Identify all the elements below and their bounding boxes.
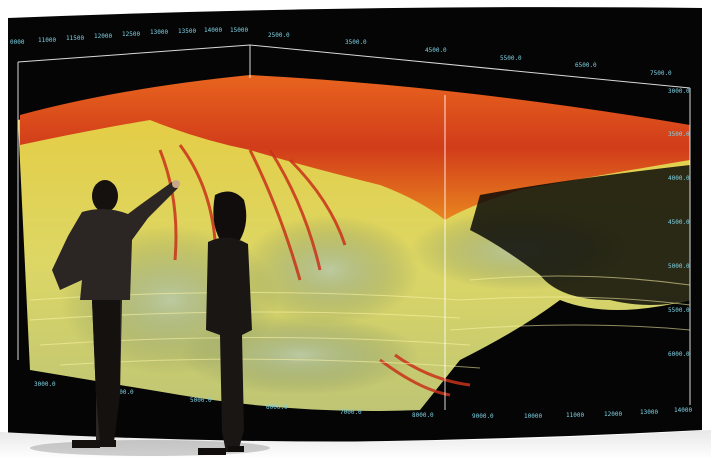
svg-text:8000.0: 8000.0 bbox=[412, 412, 434, 419]
svg-text:4000.0: 4000.0 bbox=[668, 175, 690, 182]
svg-text:5000.0: 5000.0 bbox=[668, 263, 690, 270]
svg-text:14000: 14000 bbox=[674, 407, 692, 414]
floor bbox=[0, 430, 711, 459]
svg-text:3500.0: 3500.0 bbox=[345, 39, 367, 46]
svg-text:14000: 14000 bbox=[204, 27, 222, 34]
seismic-folds bbox=[158, 144, 471, 397]
seismic-mottle bbox=[240, 215, 420, 325]
svg-text:11000: 11000 bbox=[566, 412, 584, 419]
svg-text:4500.0: 4500.0 bbox=[425, 47, 447, 54]
svg-text:6500.0: 6500.0 bbox=[575, 62, 597, 69]
svg-text:6000.0: 6000.0 bbox=[668, 351, 690, 358]
man-figure bbox=[52, 180, 180, 448]
svg-text:0000: 0000 bbox=[10, 39, 25, 46]
bounding-box bbox=[17, 44, 691, 410]
axis-top-right: 2500.0 3500.0 4500.0 5500.0 6500.0 7500.… bbox=[268, 32, 672, 77]
svg-text:4500.0: 4500.0 bbox=[668, 219, 690, 226]
svg-text:4000.0: 4000.0 bbox=[112, 389, 134, 396]
svg-text:15000: 15000 bbox=[230, 27, 248, 34]
svg-text:13000: 13000 bbox=[640, 409, 658, 416]
svg-text:10000: 10000 bbox=[524, 413, 542, 420]
axis-bottom: 3000.0 4000.0 5000.0 6000.0 7000.0 8000.… bbox=[34, 381, 692, 420]
svg-text:12000: 12000 bbox=[94, 33, 112, 40]
svg-text:7500.0: 7500.0 bbox=[650, 70, 672, 77]
seismic-volume-upper bbox=[20, 75, 690, 220]
svg-text:13500: 13500 bbox=[178, 28, 196, 35]
svg-text:9000.0: 9000.0 bbox=[472, 413, 494, 420]
svg-text:6000.0: 6000.0 bbox=[266, 404, 288, 411]
svg-text:3000.0: 3000.0 bbox=[34, 381, 56, 388]
svg-text:12000: 12000 bbox=[604, 411, 622, 418]
seismic-void bbox=[470, 165, 690, 305]
svg-text:3000.0: 3000.0 bbox=[668, 88, 690, 95]
svg-text:12500: 12500 bbox=[122, 31, 140, 38]
svg-text:5500.0: 5500.0 bbox=[500, 55, 522, 62]
svg-text:11500: 11500 bbox=[66, 35, 84, 42]
svg-text:7000.0: 7000.0 bbox=[340, 409, 362, 416]
axis-top-left: 0000 11000 11500 12000 12500 13000 13500… bbox=[10, 27, 248, 46]
svg-text:3500.0: 3500.0 bbox=[668, 131, 690, 138]
axis-right: 3000.0 3500.0 4000.0 4500.0 5000.0 5500.… bbox=[668, 88, 690, 358]
svg-text:5000.0: 5000.0 bbox=[190, 397, 212, 404]
svg-text:13000: 13000 bbox=[150, 29, 168, 36]
svg-text:11000: 11000 bbox=[38, 37, 56, 44]
svg-text:2500.0: 2500.0 bbox=[268, 32, 290, 39]
svg-text:5500.0: 5500.0 bbox=[668, 307, 690, 314]
woman-figure bbox=[198, 191, 252, 455]
